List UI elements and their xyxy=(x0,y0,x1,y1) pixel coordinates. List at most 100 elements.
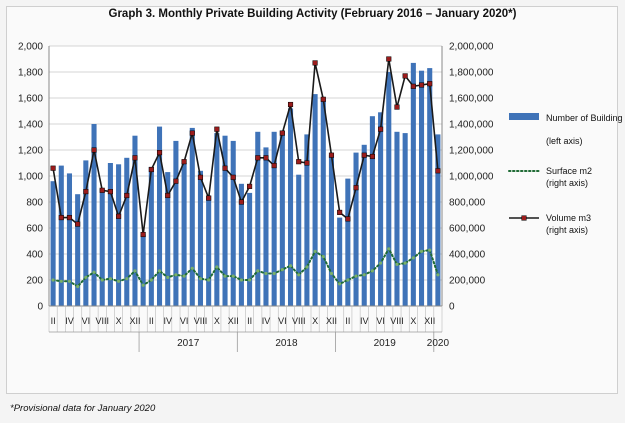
surface-point xyxy=(297,273,301,277)
permit-bar xyxy=(394,131,400,306)
month-tick-label: XII xyxy=(228,316,239,326)
volume-point xyxy=(337,209,343,215)
month-tick-label: XII xyxy=(326,316,337,326)
volume-point xyxy=(124,192,130,199)
month-tick-label: II xyxy=(345,316,350,326)
volume-point xyxy=(66,215,73,221)
surface-point xyxy=(231,274,235,278)
surface-point xyxy=(157,269,162,273)
volume-point xyxy=(156,150,163,156)
left-axis-tick-label: 200 xyxy=(26,276,43,287)
volume-point xyxy=(173,178,179,184)
permit-bar xyxy=(140,234,146,306)
right-axis-tick-label: 2,000,000 xyxy=(449,42,494,53)
volume-point xyxy=(116,213,122,219)
permit-bar xyxy=(165,172,171,306)
left-axis-tick-label: 1,200 xyxy=(18,146,43,157)
permit-bar xyxy=(66,173,73,306)
legend-label-surface: Surface m2 xyxy=(546,166,592,176)
chart-title: Graph 3. Monthly Private Building Activi… xyxy=(108,8,517,20)
month-tick-label: II xyxy=(247,316,252,326)
permit-bar xyxy=(148,166,154,306)
month-tick-label: VI xyxy=(82,316,91,326)
surface-point xyxy=(395,262,399,266)
permit-bar xyxy=(58,165,64,306)
surface-point xyxy=(354,274,358,278)
permit-bar xyxy=(206,195,212,306)
permit-bar xyxy=(247,192,253,306)
permit-bar xyxy=(132,135,138,306)
surface-point xyxy=(84,275,88,279)
month-tick-label: II xyxy=(149,316,154,326)
month-tick-label: X xyxy=(410,316,416,326)
volume-point xyxy=(206,195,212,201)
volume-point xyxy=(369,153,375,160)
surface-point xyxy=(403,261,407,265)
legend-label-permits-axis: (left axis) xyxy=(546,136,583,146)
volume-point xyxy=(394,104,400,110)
right-axis-tick-label: 0 xyxy=(449,302,455,313)
right-axis-tick-label: 1,400,000 xyxy=(449,120,494,131)
permit-bar xyxy=(156,126,163,306)
surface-point xyxy=(346,278,350,282)
volume-point xyxy=(83,189,89,195)
volume-point xyxy=(189,130,195,136)
permit-bar xyxy=(337,217,343,306)
permit-bar xyxy=(238,183,244,306)
permit-bar xyxy=(279,130,285,306)
surface-point xyxy=(419,249,424,253)
surface-point xyxy=(190,266,194,270)
surface-point xyxy=(272,271,276,276)
surface-point xyxy=(59,279,63,283)
volume-point xyxy=(107,189,113,195)
month-tick-label: VI xyxy=(376,316,385,326)
left-axis-tick-label: 600 xyxy=(26,224,43,235)
surface-point xyxy=(305,265,309,269)
surface-point xyxy=(166,275,170,279)
volume-point xyxy=(148,166,154,173)
surface-point xyxy=(116,279,121,283)
legend-label-volume: Volume m3 xyxy=(546,213,591,223)
surface-point xyxy=(182,274,186,278)
permit-bar xyxy=(189,127,195,307)
volume-point xyxy=(238,199,244,205)
volume-point xyxy=(50,165,56,171)
surface-point xyxy=(76,284,80,289)
month-tick-label: IV xyxy=(163,316,172,326)
volume-point xyxy=(91,147,97,153)
left-axis-tick-label: 0 xyxy=(37,302,43,313)
left-axis-tick-label: 1,600 xyxy=(18,94,43,105)
month-tick-label: VI xyxy=(278,316,287,326)
permit-bar xyxy=(345,178,351,306)
permit-bar xyxy=(107,163,113,306)
left-axis-tick-label: 800 xyxy=(26,198,43,209)
right-axis-tick-label: 1,800,000 xyxy=(449,68,494,79)
volume-point xyxy=(402,73,408,79)
surface-point xyxy=(133,269,137,273)
volume-point xyxy=(410,83,416,89)
volume-point xyxy=(271,163,277,169)
month-tick-label: VIII xyxy=(390,316,404,326)
surface-point xyxy=(370,269,375,273)
volume-point xyxy=(386,56,392,62)
surface-point xyxy=(428,248,432,252)
right-axis-tick-label: 200,000 xyxy=(449,276,486,287)
year-label: 2017 xyxy=(177,338,200,349)
volume-point xyxy=(230,174,236,180)
permit-bar xyxy=(99,189,105,306)
volume-point xyxy=(58,215,64,221)
surface-point xyxy=(149,278,153,282)
permit-bar xyxy=(255,131,261,306)
left-axis-tick-label: 1,400 xyxy=(18,120,43,131)
surface-point xyxy=(215,265,219,269)
volume-point xyxy=(132,155,138,161)
legend-label-surface-axis: (right axis) xyxy=(546,178,588,188)
left-axis-tick-label: 400 xyxy=(26,250,43,261)
permit-bar xyxy=(402,133,408,306)
volume-point xyxy=(320,96,326,102)
permit-bar xyxy=(304,134,310,306)
left-axis-tick-label: 2,000 xyxy=(18,42,43,53)
month-tick-label: IV xyxy=(65,316,74,326)
surface-point xyxy=(411,256,415,260)
